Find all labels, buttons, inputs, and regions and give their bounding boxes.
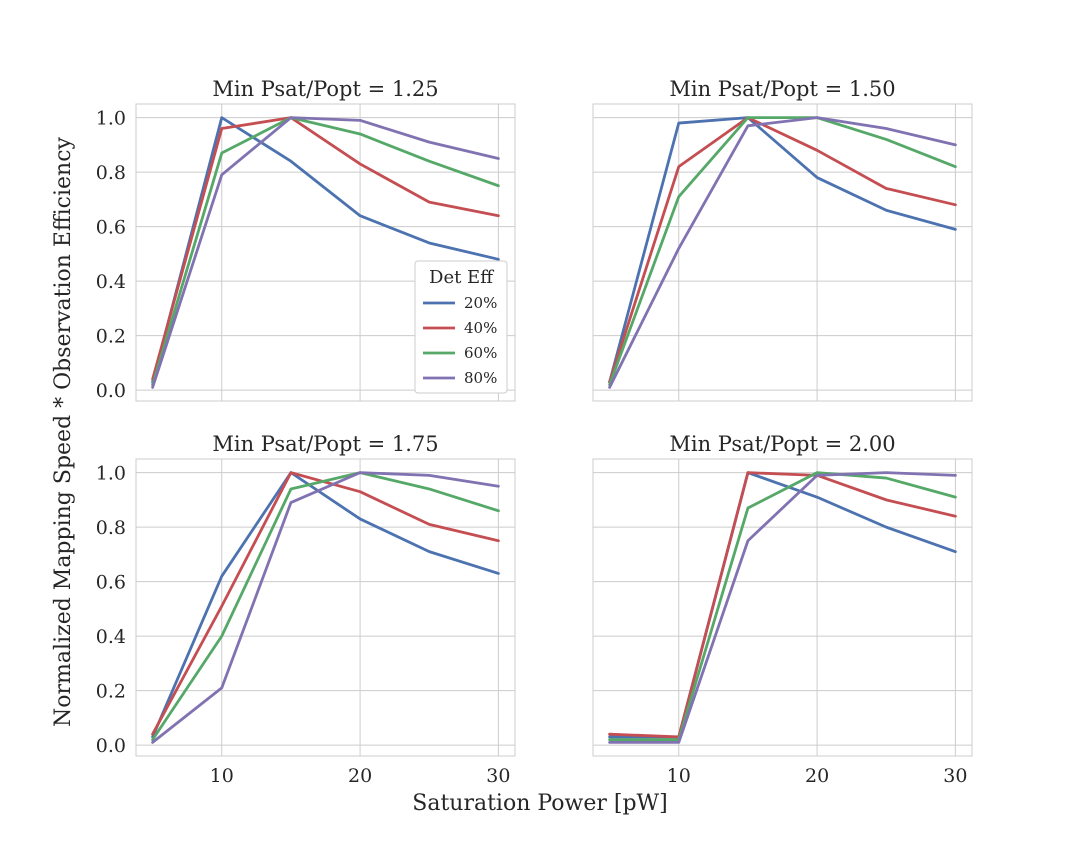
series-line-80pct	[151, 471, 500, 744]
x-axis-label: Saturation Power [pW]	[412, 791, 668, 816]
panel-title: Min Psat/Popt = 1.25	[212, 77, 438, 101]
y-tick-label: 0.4	[96, 271, 126, 293]
y-tick-label: 1.0	[96, 108, 126, 130]
x-tick-label: 30	[943, 765, 967, 787]
series-line-80pct	[608, 471, 957, 744]
y-axis-label: Normalized Mapping Speed * Observation E…	[51, 136, 76, 726]
series-line-40pct	[608, 471, 957, 739]
plot-frame	[592, 458, 973, 757]
series-line-60pct	[608, 471, 957, 742]
y-tick-label: 0.4	[96, 626, 126, 648]
y-tick-label: 0.2	[96, 681, 126, 703]
series-line-40pct	[608, 116, 957, 384]
y-tick-label: 0.0	[96, 380, 126, 402]
panel-title: Min Psat/Popt = 1.75	[212, 432, 438, 456]
y-tick-label: 1.0	[96, 463, 126, 485]
x-tick-label: 20	[805, 765, 829, 787]
legend-entry-label: 80%	[464, 369, 497, 387]
y-tick-label: 0.0	[96, 735, 126, 757]
x-tick-label: 10	[210, 765, 234, 787]
legend-entry-label: 40%	[464, 319, 497, 337]
panel-title: Min Psat/Popt = 2.00	[669, 432, 895, 456]
plot-frame	[135, 103, 516, 402]
series-line-20pct	[151, 116, 500, 384]
series-line-80pct	[608, 116, 957, 389]
panel-title: Min Psat/Popt = 1.50	[669, 77, 895, 101]
y-tick-label: 0.2	[96, 326, 126, 348]
plot-frame	[135, 458, 516, 757]
panel-3: Min Psat/Popt = 1.75 0.0 0.2 0.4 0.6 0.8 1.0 10…	[96, 432, 516, 787]
y-tick-label: 0.6	[96, 217, 126, 239]
y-tick-label: 0.6	[96, 572, 126, 594]
series-line-60pct	[151, 116, 500, 387]
panel-2: Min Psat/Popt = 1.50	[592, 77, 973, 402]
x-tick-label: 30	[486, 765, 510, 787]
legend: Det Eff 20% 40% 60% 80%	[414, 260, 508, 394]
plot-area	[593, 104, 972, 401]
legend-entry-label: 60%	[464, 344, 497, 362]
plot-frame	[592, 103, 973, 402]
legend-title: Det Eff	[429, 267, 494, 288]
plot-area	[593, 459, 972, 756]
panels-group: Min Psat/Popt = 1.25 0.0 0.2 0.4 0.6 0.8 1.0 De…	[96, 77, 973, 787]
series-line-60pct	[608, 116, 957, 387]
series-line-40pct	[151, 116, 500, 381]
series-line-20pct	[608, 116, 957, 384]
series-line-60pct	[151, 471, 500, 742]
y-tick-label: 0.8	[96, 517, 126, 539]
series-line-20pct	[151, 471, 500, 739]
legend-box	[414, 260, 508, 394]
x-tick-label: 10	[667, 765, 691, 787]
panel-1: Min Psat/Popt = 1.25 0.0 0.2 0.4 0.6 0.8 1.0 De…	[96, 77, 516, 402]
series-line-80pct	[151, 116, 500, 389]
legend-entry-label: 20%	[464, 294, 497, 312]
panel-4: Min Psat/Popt = 2.00 10 20 30	[592, 432, 973, 787]
y-tick-label: 0.8	[96, 162, 126, 184]
x-tick-label: 20	[348, 765, 372, 787]
